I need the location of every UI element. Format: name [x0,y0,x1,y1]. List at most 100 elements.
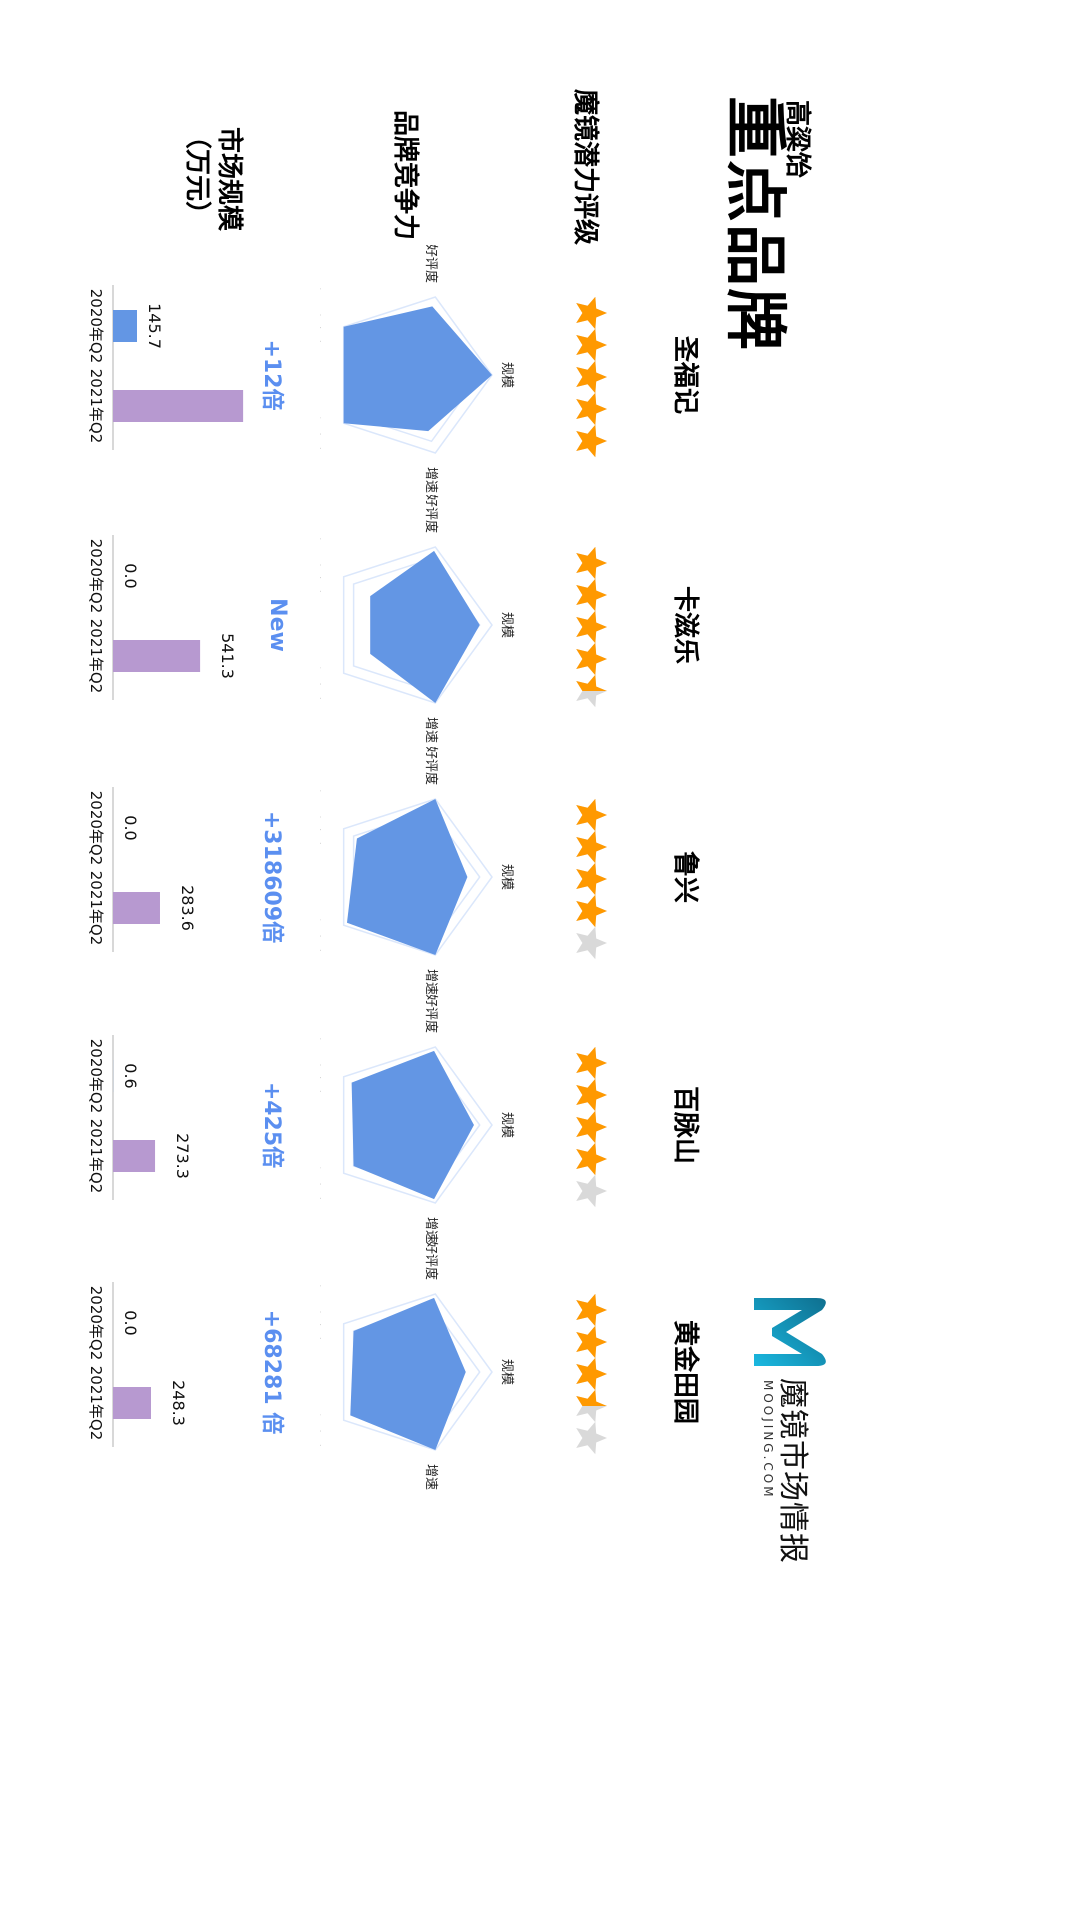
star-icon-filled [576,894,607,928]
radar-axis-label: 知名度 [320,665,321,704]
bar-value-label: 0.0 [121,563,140,588]
radar-axis-label: 好评度 [423,1242,439,1280]
radar-axis-label: 商品丰富度 [320,1279,321,1344]
bar-category-label: 2020年Q2 [87,539,105,614]
radar-axis-label: 好评度 [423,495,439,533]
market-size-bar-chart: 145.7 2020年Q2 2021年Q2 [87,285,244,450]
logo-name: 魔镜市场情报 [775,1378,810,1564]
bar-value-label: 145.7 [145,303,164,349]
bar-category-label: 2021年Q2 [87,871,105,946]
growth-label: +68281 倍 [259,1309,284,1435]
radar-area [370,550,480,703]
market-size-bar-chart: 0.0 2020年Q2 541.3 2021年Q2 [87,535,237,700]
rating-stars [576,799,607,960]
star-icon-filled [576,360,607,394]
radar-axis-label: 好评度 [423,747,439,785]
brand-name: 卡滋乐 [670,585,700,664]
star-icon-filled [576,610,607,644]
star-icon-filled [576,1110,607,1144]
star-icon-filled [576,297,607,330]
bar-2021 [113,390,244,422]
star-icon-filled [576,1078,607,1112]
radar-area [350,1297,466,1450]
radar-grid [342,546,493,704]
radar-axis-label: 商品丰富度 [320,784,321,849]
bar-category-label: 2020年Q2 [87,1039,105,1114]
bar-category-label: 2021年Q2 [87,1366,105,1441]
radar-axis-label: 好评度 [423,995,439,1033]
radar-axis-label: 好评度 [423,245,439,283]
bar-value-label: 0.0 [121,1310,140,1335]
star-icon-filled [576,328,607,362]
star-icon-filled [576,1047,607,1080]
star-icon-half [576,674,607,691]
growth-label: +12倍 [259,339,284,411]
bar-category-label: 2021年Q2 [87,619,105,694]
radar-axis-label: 知名度 [320,917,321,956]
rating-stars [576,1047,607,1208]
radar-axis-label: 增速 [423,1464,438,1490]
row-label-market-size: 市场规模 [214,126,244,231]
radar-axis-label: 增速 [423,969,438,995]
radar-axis-label: 商品丰富度 [320,1032,321,1097]
rating-stars [576,547,607,708]
star-icon-empty [576,1174,607,1208]
star-icon-half [576,1389,607,1406]
radar-axis-label: 知名度 [320,415,321,454]
star-icon-filled [576,547,607,580]
bar-value-label: 0.6 [121,1063,140,1088]
radar-area [351,1050,474,1200]
star-icon-empty [576,1421,607,1455]
bar-category-label: 2020年Q2 [87,289,105,364]
radar-axis-label: 规模 [499,1112,514,1138]
radar-grid [342,1046,493,1204]
star-icon-filled [576,1325,607,1359]
bar-category-label: 2020年Q2 [87,1286,105,1361]
radar-axis-label: 规模 [499,612,514,638]
growth-label: +318609倍 [259,810,284,944]
bar-value-label: 0.0 [121,815,140,840]
bar-2021 [113,640,201,672]
bar-category-label: 2021年Q2 [87,1119,105,1194]
bar-value-label: 248.3 [169,1380,188,1426]
page-title: 重点品牌 [719,96,792,353]
star-icon-filled [576,392,607,426]
radar-axis-label: 增速 [423,467,438,493]
star-icon-empty [576,926,607,960]
star-icon-filled [576,830,607,864]
moojing-m-logo-icon [754,1298,826,1366]
radar-area [346,799,468,955]
radar-axis-label: 规模 [499,1359,514,1385]
bar-value-label: 283.6 [178,885,197,931]
row-label-competitiveness: 品牌竞争力 [390,109,420,240]
radar-grid [342,798,493,956]
star-icon-filled [576,862,607,896]
market-size-bar-chart: 0.0 2020年Q2 283.6 2021年Q2 [87,787,197,952]
row-label-rating: 魔镜潜力评级 [570,88,600,245]
star-icon-filled [576,642,607,676]
radar-axis-label: 增速 [423,717,438,743]
radar-axis-label: 增速 [423,1217,438,1243]
growth-label: +425倍 [259,1081,284,1169]
market-size-bar-chart: 0.0 2020年Q2 248.3 2021年Q2 [87,1282,188,1447]
star-icon-filled [576,1142,607,1176]
bar-category-label: 2020年Q2 [87,791,105,866]
bar-category-label: 2021年Q2 [87,369,105,444]
bar-value-label: 541.3 [218,633,237,679]
logo-domain: MOOJING.COM [761,1380,775,1500]
star-icon-filled [576,578,607,612]
radar-axis-label: 规模 [499,864,514,890]
growth-label: New [265,598,290,652]
brand-name: 黄金田园 [670,1319,700,1424]
star-icon-filled [576,1357,607,1391]
moojing-logo [736,1292,836,1532]
bar-value-label: 273.3 [173,1133,192,1179]
bar-2020 [113,310,137,342]
radar-axis-label: 商品丰富度 [320,532,321,597]
row-label-market-size-unit: （万元） [182,122,212,227]
